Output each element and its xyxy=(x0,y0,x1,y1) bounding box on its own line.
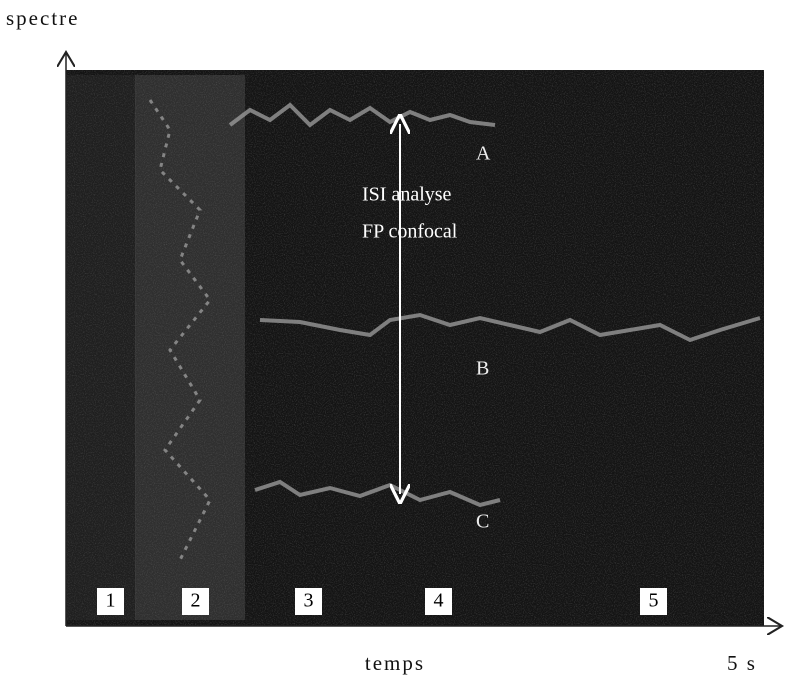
trace-c xyxy=(254,479,501,508)
traces xyxy=(148,99,761,561)
phase-boxes: 1 2 3 4 5 xyxy=(97,588,667,615)
phase-label: 1 xyxy=(106,590,116,612)
phase-label: 3 xyxy=(304,590,314,612)
annotation-line: ISI analyse xyxy=(362,184,452,206)
trace-b xyxy=(259,312,761,343)
y-axis-label: spectre xyxy=(6,6,79,30)
phase-box xyxy=(640,588,667,615)
x-axis-label: temps xyxy=(365,651,425,675)
phase-label: 4 xyxy=(434,590,444,612)
trace-a xyxy=(228,102,496,128)
phase-box xyxy=(182,588,209,615)
phase-box xyxy=(97,588,124,615)
phase-box xyxy=(425,588,452,615)
broadband-region xyxy=(135,75,245,620)
x-axis-end-label: 5 s xyxy=(727,651,757,675)
onset-region xyxy=(66,75,136,620)
phase-label: 2 xyxy=(191,590,201,612)
panel-noise xyxy=(66,70,764,626)
phase-box xyxy=(295,588,322,615)
curve-label: B xyxy=(476,358,489,380)
trace-onset xyxy=(148,99,212,561)
curve-label: C xyxy=(476,511,489,533)
curve-label: A xyxy=(476,143,491,165)
phase-label: 5 xyxy=(649,590,659,612)
annotation-line: FP confocal xyxy=(362,221,458,243)
